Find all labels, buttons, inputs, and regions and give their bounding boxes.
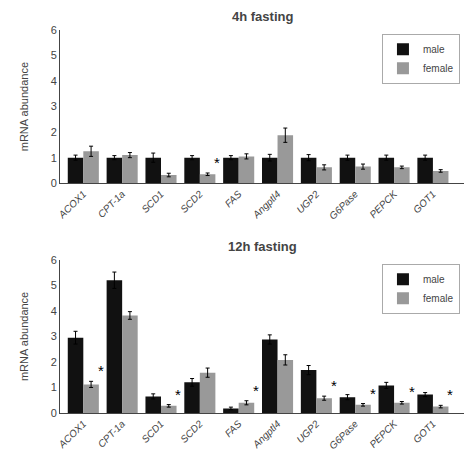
svg-text:UGP2: UGP2 <box>294 418 321 445</box>
svg-text:*: * <box>331 377 337 394</box>
svg-text:SCD1: SCD1 <box>139 418 166 445</box>
svg-text:PEPCK: PEPCK <box>367 417 400 450</box>
svg-text:G6Pase: G6Pase <box>327 188 361 222</box>
svg-text:*: * <box>409 383 415 400</box>
svg-text:SCD1: SCD1 <box>139 188 166 215</box>
svg-text:1: 1 <box>51 381 57 393</box>
svg-text:*: * <box>175 386 181 403</box>
svg-text:female: female <box>423 63 453 74</box>
svg-text:0: 0 <box>51 177 57 189</box>
svg-text:*: * <box>370 385 376 402</box>
svg-text:GOT1: GOT1 <box>411 418 438 445</box>
svg-text:UGP2: UGP2 <box>294 188 321 215</box>
svg-text:*: * <box>447 386 453 403</box>
svg-text:4h fasting: 4h fasting <box>232 9 293 24</box>
svg-text:FAS: FAS <box>223 418 244 439</box>
svg-text:2: 2 <box>51 126 57 138</box>
svg-text:0: 0 <box>51 407 57 419</box>
svg-text:ACOX1: ACOX1 <box>56 418 88 450</box>
svg-text:*: * <box>253 382 259 399</box>
svg-text:CPT-1a: CPT-1a <box>96 418 128 450</box>
svg-text:FAS: FAS <box>223 188 244 209</box>
svg-text:male: male <box>423 44 445 55</box>
svg-text:SCD2: SCD2 <box>178 188 205 215</box>
svg-text:male: male <box>423 274 445 285</box>
svg-text:*: * <box>98 362 104 379</box>
svg-text:*: * <box>214 154 220 171</box>
svg-text:mRNA abundance: mRNA abundance <box>18 62 30 151</box>
svg-text:4: 4 <box>51 305 57 317</box>
svg-text:1: 1 <box>51 152 57 164</box>
svg-text:6: 6 <box>51 254 57 266</box>
svg-text:Angptl4: Angptl4 <box>250 188 283 221</box>
svg-text:5: 5 <box>51 279 57 291</box>
svg-text:2: 2 <box>51 356 57 368</box>
svg-text:4: 4 <box>51 75 57 87</box>
svg-text:mRNA abundance: mRNA abundance <box>18 292 30 381</box>
svg-text:ACOX1: ACOX1 <box>56 188 88 220</box>
svg-text:3: 3 <box>51 330 57 342</box>
svg-text:CPT-1a: CPT-1a <box>96 188 128 220</box>
svg-text:PEPCK: PEPCK <box>367 187 400 220</box>
svg-text:6: 6 <box>51 24 57 36</box>
svg-text:3: 3 <box>51 100 57 112</box>
svg-text:GOT1: GOT1 <box>411 188 438 215</box>
svg-text:12h fasting: 12h fasting <box>228 239 297 254</box>
svg-text:Angptl4: Angptl4 <box>250 418 283 451</box>
svg-text:5: 5 <box>51 49 57 61</box>
svg-text:female: female <box>423 293 453 304</box>
svg-text:SCD2: SCD2 <box>178 418 205 445</box>
svg-text:G6Pase: G6Pase <box>327 418 361 452</box>
